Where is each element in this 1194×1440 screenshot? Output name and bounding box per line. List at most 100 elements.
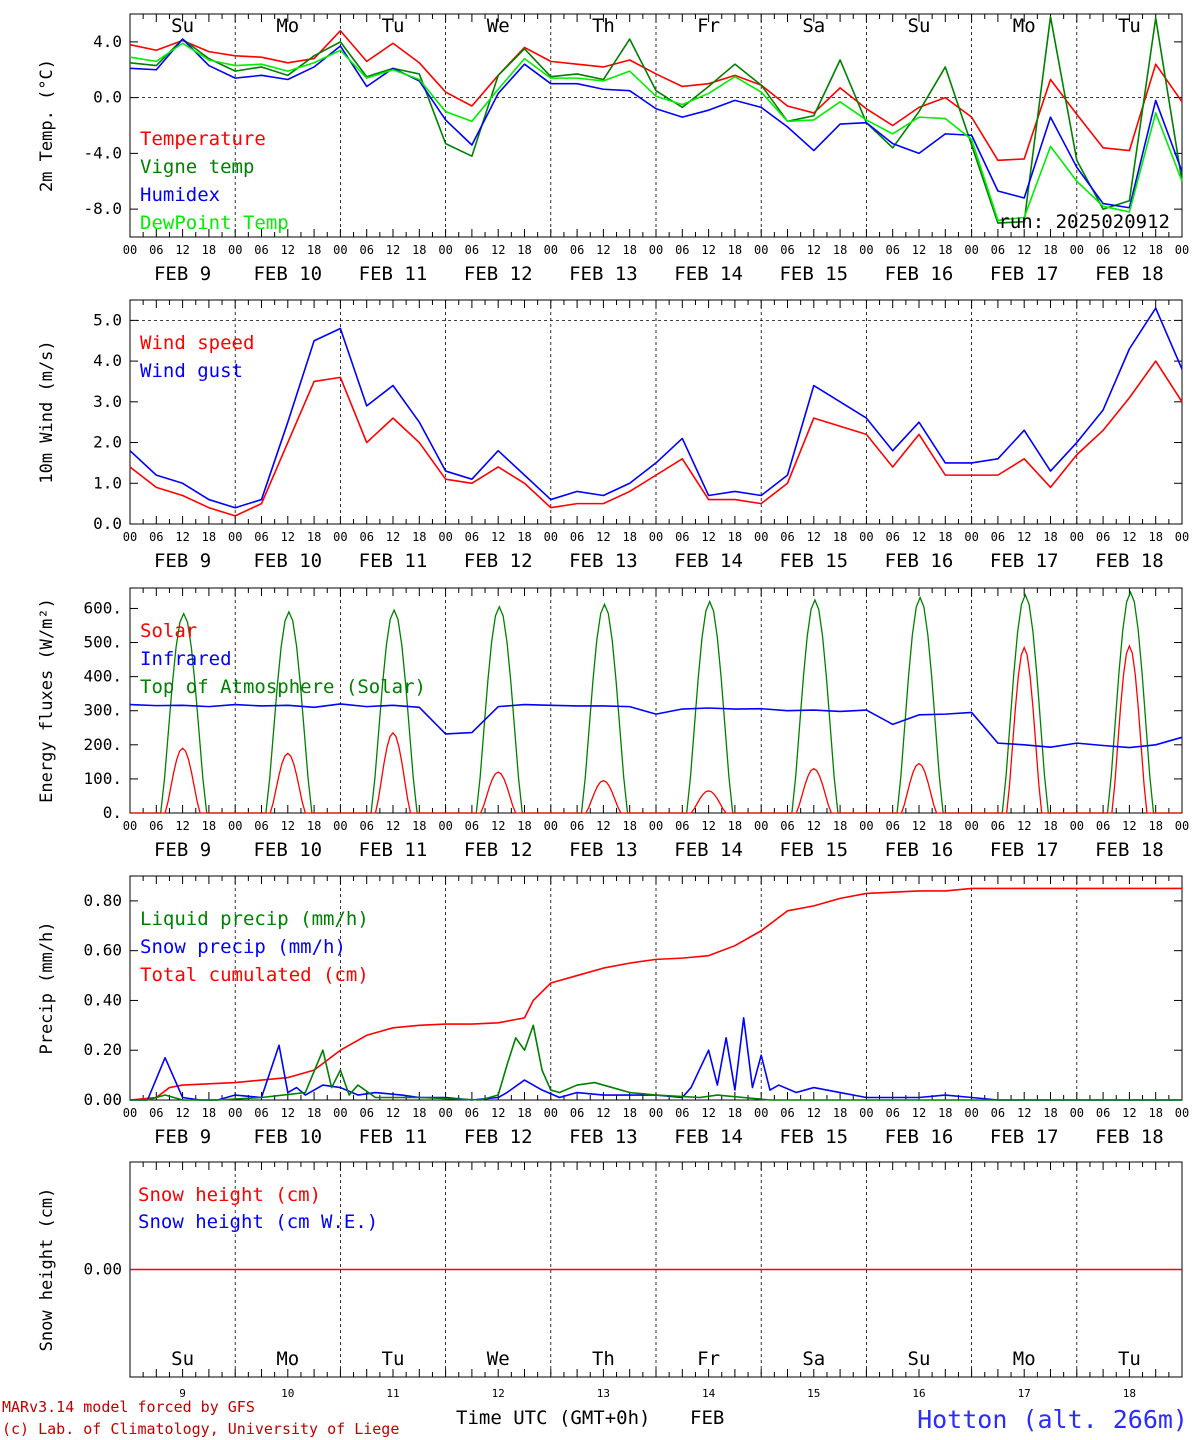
energy-hour-label: 18 — [833, 819, 847, 833]
wind-date-label: FEB 14 — [674, 550, 743, 572]
precip-hour-label: 18 — [307, 1106, 321, 1120]
wind-legend-item: Wind speed — [140, 332, 254, 354]
temp-hour-label: 00 — [438, 243, 452, 257]
energy-ytick-label: 100. — [83, 769, 122, 788]
precip-hour-label: 12 — [596, 1106, 610, 1120]
energy-hour-label: 06 — [991, 819, 1005, 833]
energy-panel: 00 06 12 18 00 06 12 18 00 06 12 18 00 06 12 18 00 06 12 18… — [37, 587, 1189, 861]
precip-hour-label: 12 — [912, 1106, 926, 1120]
energy-hour-label: 12 — [807, 819, 821, 833]
temp-hour-label: 12 — [1122, 243, 1136, 257]
temp-hour-label: 06 — [465, 243, 479, 257]
snow-weekday-label: Fr — [697, 1348, 720, 1370]
energy-hour-label: 12 — [175, 819, 189, 833]
credit-line-2: (c) Lab. of Climatology, University of L… — [2, 1420, 399, 1438]
precip-ytick-label: 0.20 — [83, 1040, 122, 1059]
snow-weekday-label: Mo — [276, 1348, 299, 1370]
temp-hour-label: 12 — [491, 243, 505, 257]
precip-date-label: FEB 10 — [253, 1126, 322, 1148]
wind-hour-label: 06 — [885, 530, 899, 544]
precip-hour-label: 12 — [807, 1106, 821, 1120]
precip-hour-label: 18 — [938, 1106, 952, 1120]
temp-weekday-label: Fr — [697, 15, 720, 37]
wind-hour-label: 00 — [649, 530, 663, 544]
precip-panel: 00 06 12 18 00 06 12 18 00 06 12 18 00 06 12 18 00 06 12 18… — [37, 875, 1189, 1148]
temp-hour-label: 06 — [359, 243, 373, 257]
wind-date-label: FEB 17 — [990, 550, 1059, 572]
precip-series-snow-precip-mm-h- — [130, 1017, 1182, 1101]
snow-day-number: 12 — [492, 1387, 505, 1400]
wind-hour-label: 00 — [438, 530, 452, 544]
energy-hour-label: 06 — [570, 819, 584, 833]
energy-hour-label: 12 — [701, 819, 715, 833]
temp-date-label: FEB 17 — [990, 263, 1059, 285]
temp-hour-label: 18 — [938, 243, 952, 257]
temp-ytick-label: 0.0 — [93, 88, 122, 107]
wind-hour-label: 06 — [465, 530, 479, 544]
wind-hour-label: 06 — [359, 530, 373, 544]
precip-hour-label: 06 — [675, 1106, 689, 1120]
precip-hour-label: 00 — [649, 1106, 663, 1120]
snow-weekday-label: Tu — [382, 1348, 405, 1370]
precip-date-label: FEB 16 — [885, 1126, 954, 1148]
snow-weekday-label: Mo — [1013, 1348, 1036, 1370]
precip-ytick-label: 0.40 — [83, 990, 122, 1009]
snow-legend-item: Snow height (cm) — [138, 1184, 321, 1206]
temp-hour-label: 18 — [1043, 243, 1057, 257]
temp-panel: 00 06 12 18 00 06 12 18 00 06 12 18 00 06 12 18 00 06 12 18… — [37, 13, 1189, 285]
precip-date-label: FEB 17 — [990, 1126, 1059, 1148]
snow-weekday-label: Su — [908, 1348, 931, 1370]
energy-hour-label: 00 — [964, 819, 978, 833]
snow-panel: 0.00 Snow height (cm) Su Mo Tu We Th Fr Sa Su Mo Tu… — [37, 1161, 1183, 1400]
precip-ytick-label: 0.60 — [83, 941, 122, 960]
energy-frame — [129, 587, 1183, 814]
temp-date-label: FEB 16 — [885, 263, 954, 285]
energy-hour-label: 00 — [123, 819, 137, 833]
wind-hour-label: 00 — [1175, 530, 1189, 544]
wind-hour-label: 12 — [386, 530, 400, 544]
precip-date-label: FEB 13 — [569, 1126, 638, 1148]
precip-hour-label: 00 — [438, 1106, 452, 1120]
wind-date-label: FEB 9 — [154, 550, 211, 572]
wind-hour-label: 18 — [938, 530, 952, 544]
wind-ytick-label: 5.0 — [93, 310, 122, 329]
wind-date-label: FEB 13 — [569, 550, 638, 572]
temp-hour-label: 18 — [307, 243, 321, 257]
wind-hour-label: 00 — [123, 530, 137, 544]
precip-hour-label: 18 — [412, 1106, 426, 1120]
energy-hour-label: 12 — [596, 819, 610, 833]
temp-weekday-label: Th — [592, 15, 615, 37]
energy-hour-label: 00 — [1175, 819, 1189, 833]
temp-date-label: FEB 10 — [253, 263, 322, 285]
energy-date-label: FEB 12 — [464, 839, 533, 861]
snow-day-number: 17 — [1018, 1387, 1031, 1400]
temp-hour-label: 12 — [386, 243, 400, 257]
energy-legend-item: Infrared — [140, 648, 232, 670]
wind-ytick-label: 0.0 — [93, 514, 122, 533]
temp-series-dewpoint-temp — [129, 42, 1183, 222]
wind-hour-label: 06 — [991, 530, 1005, 544]
precip-hour-label: 00 — [754, 1106, 768, 1120]
precip-date-label: FEB 11 — [359, 1126, 428, 1148]
temp-weekday-label: Tu — [1118, 15, 1141, 37]
wind-hour-label: 18 — [1043, 530, 1057, 544]
energy-hour-label: 18 — [517, 819, 531, 833]
wind-hour-label: 12 — [175, 530, 189, 544]
energy-hour-label: 00 — [333, 819, 347, 833]
precip-hour-label: 06 — [1096, 1106, 1110, 1120]
snow-weekday-label: Th — [592, 1348, 615, 1370]
precip-hour-label: 00 — [228, 1106, 242, 1120]
wind-date-label: FEB 16 — [885, 550, 954, 572]
temp-weekday-label: Tu — [382, 15, 405, 37]
energy-date-label: FEB 9 — [154, 839, 211, 861]
energy-hour-label: 00 — [649, 819, 663, 833]
temp-hour-label: 06 — [570, 243, 584, 257]
wind-hour-label: 18 — [412, 530, 426, 544]
temp-weekday-label: Su — [908, 15, 931, 37]
wind-date-label: FEB 11 — [359, 550, 428, 572]
temp-hour-label: 12 — [1017, 243, 1031, 257]
wind-hour-label: 00 — [754, 530, 768, 544]
precip-hour-label: 00 — [1175, 1106, 1189, 1120]
energy-hour-label: 12 — [1122, 819, 1136, 833]
wind-hour-label: 12 — [912, 530, 926, 544]
